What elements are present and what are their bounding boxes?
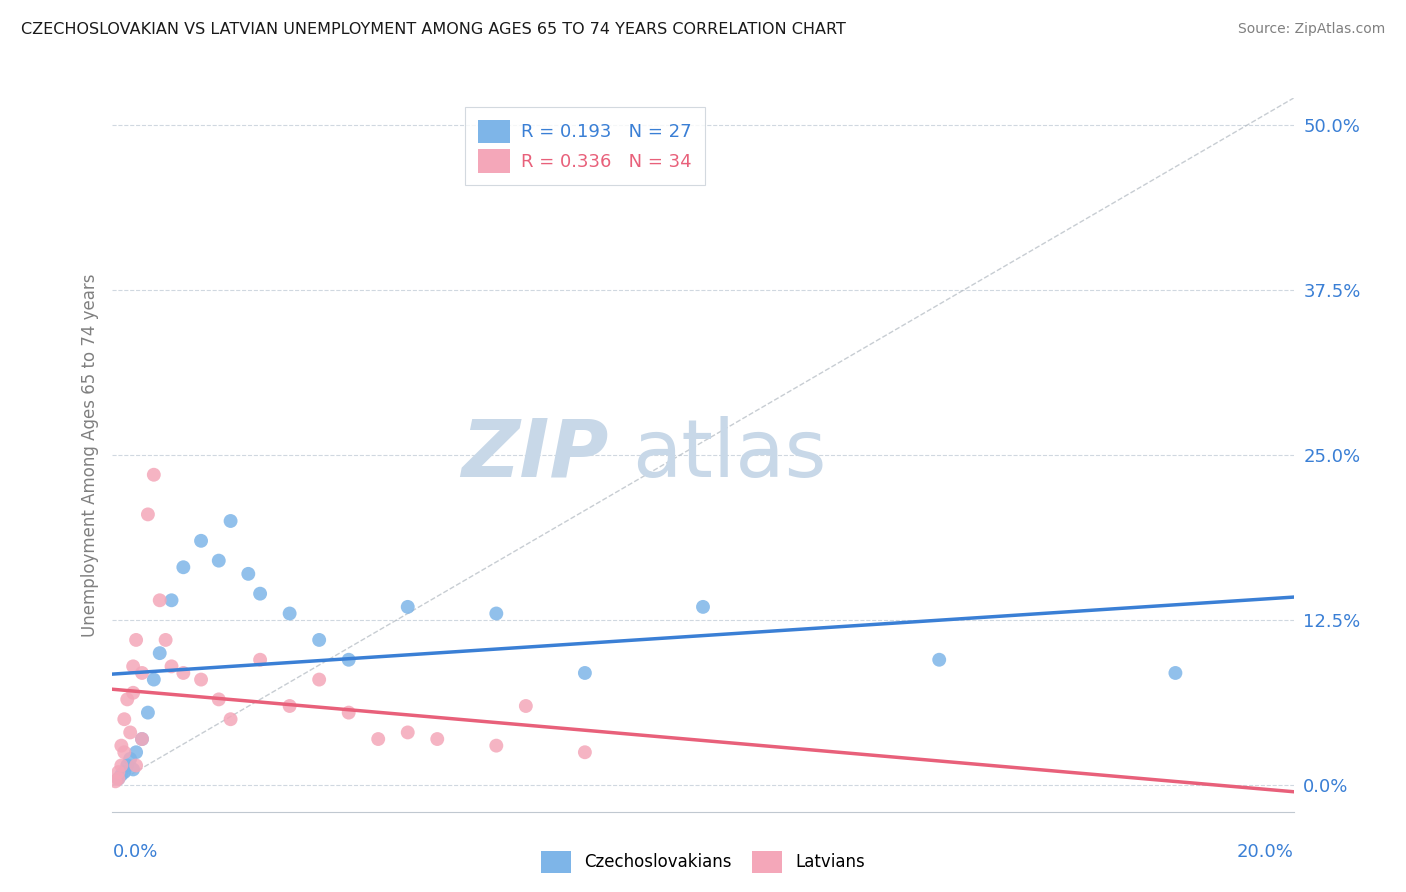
Point — [136, 508, 159, 522]
Text: Source: ZipAtlas.com: Source: ZipAtlas.com — [1237, 22, 1385, 37]
Point — [190, 673, 212, 687]
Point — [308, 673, 330, 687]
Point — [107, 772, 129, 786]
Point — [131, 665, 153, 680]
Point — [396, 599, 419, 614]
Point — [110, 758, 132, 772]
Point — [219, 712, 242, 726]
Point — [104, 774, 127, 789]
Point — [249, 587, 271, 601]
Point — [278, 698, 301, 713]
Point — [136, 706, 159, 720]
Point — [117, 692, 138, 706]
Text: ZIP: ZIP — [461, 416, 609, 494]
Point — [122, 659, 145, 673]
Point — [367, 732, 389, 747]
Point — [122, 686, 145, 700]
Point — [155, 632, 177, 647]
Point — [110, 768, 132, 782]
Point — [160, 593, 183, 607]
Point — [172, 665, 194, 680]
Point — [149, 593, 172, 607]
Text: 20.0%: 20.0% — [1237, 843, 1294, 861]
Point — [120, 752, 142, 766]
Text: 0.0%: 0.0% — [112, 843, 157, 861]
Point — [107, 772, 129, 786]
Point — [485, 739, 508, 753]
Point — [278, 607, 301, 621]
Legend: R = 0.193   N = 27, R = 0.336   N = 34: R = 0.193 N = 27, R = 0.336 N = 34 — [465, 107, 704, 186]
Point — [125, 745, 148, 759]
Point — [208, 692, 231, 706]
Point — [142, 467, 165, 482]
Point — [928, 653, 950, 667]
Point — [160, 659, 183, 673]
Point — [574, 665, 596, 680]
Point — [249, 653, 271, 667]
Text: atlas: atlas — [633, 416, 827, 494]
Text: CZECHOSLOVAKIAN VS LATVIAN UNEMPLOYMENT AMONG AGES 65 TO 74 YEARS CORRELATION CH: CZECHOSLOVAKIAN VS LATVIAN UNEMPLOYMENT … — [21, 22, 846, 37]
Point — [131, 732, 153, 747]
Point — [172, 560, 194, 574]
Point — [131, 732, 153, 747]
Y-axis label: Unemployment Among Ages 65 to 74 years: Unemployment Among Ages 65 to 74 years — [80, 273, 98, 637]
Point — [308, 632, 330, 647]
Point — [515, 698, 537, 713]
Point — [112, 745, 135, 759]
Point — [1164, 665, 1187, 680]
Point — [396, 725, 419, 739]
Point — [208, 554, 231, 568]
Point — [149, 646, 172, 660]
Point — [122, 763, 145, 777]
Point — [337, 653, 360, 667]
Legend: Czechoslovakians, Latvians: Czechoslovakians, Latvians — [534, 845, 872, 880]
Point — [112, 765, 135, 780]
Point — [125, 632, 148, 647]
Point — [142, 673, 165, 687]
Point — [337, 706, 360, 720]
Point — [107, 765, 129, 780]
Point — [190, 533, 212, 548]
Point — [125, 758, 148, 772]
Point — [219, 514, 242, 528]
Point — [238, 566, 260, 581]
Point — [426, 732, 449, 747]
Point — [574, 745, 596, 759]
Point — [112, 712, 135, 726]
Point — [692, 599, 714, 614]
Point — [120, 725, 142, 739]
Point — [117, 758, 138, 772]
Point — [110, 739, 132, 753]
Point — [485, 607, 508, 621]
